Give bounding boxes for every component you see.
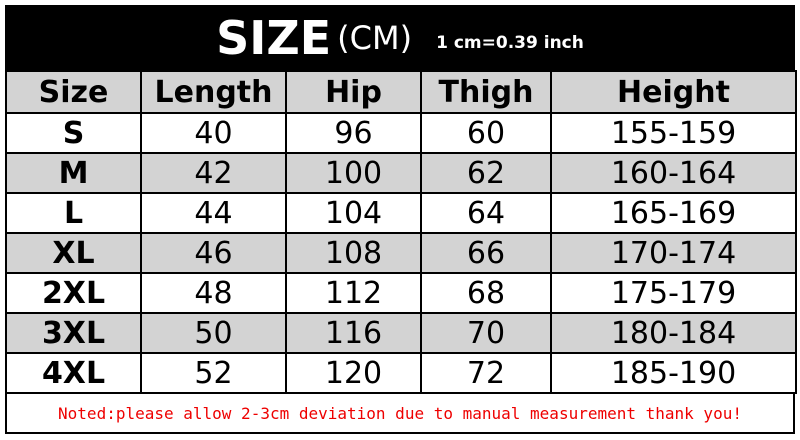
value-cell: 50 bbox=[140, 312, 287, 354]
size-cell: M bbox=[5, 152, 142, 194]
table-body: S 40 96 60 155-159 M 42 100 62 160-164 L 44 104 64 165… bbox=[5, 112, 797, 394]
table-row: XL 46 108 66 170-174 bbox=[5, 232, 797, 274]
header-cell: Length bbox=[140, 70, 287, 114]
table-row: 2XL 48 112 68 175-179 bbox=[5, 272, 797, 314]
value-cell: 64 bbox=[420, 192, 552, 234]
value-cell: 46 bbox=[140, 232, 287, 274]
size-chart: SIZE (CM) 1 cm=0.39 inch Size Length Hip Th… bbox=[5, 5, 797, 434]
value-cell: 185-190 bbox=[550, 352, 797, 394]
size-cell: 2XL bbox=[5, 272, 142, 314]
value-cell: 116 bbox=[285, 312, 422, 354]
value-cell: 100 bbox=[285, 152, 422, 194]
value-cell: 112 bbox=[285, 272, 422, 314]
value-cell: 44 bbox=[140, 192, 287, 234]
value-cell: 52 bbox=[140, 352, 287, 394]
value-cell: 40 bbox=[140, 112, 287, 154]
size-cell: 4XL bbox=[5, 352, 142, 394]
conversion: 1 cm=0.39 inch bbox=[436, 32, 584, 53]
header-cell: Hip bbox=[285, 70, 422, 114]
size-cell: L bbox=[5, 192, 142, 234]
value-cell: 160-164 bbox=[550, 152, 797, 194]
table-row: L 44 104 64 165-169 bbox=[5, 192, 797, 234]
table-row: 3XL 50 116 70 180-184 bbox=[5, 312, 797, 354]
size-table: Size Length Hip Thigh Height S 40 96 60 155-159 M… bbox=[5, 70, 797, 394]
value-cell: 48 bbox=[140, 272, 287, 314]
table-row: M 42 100 62 160-164 bbox=[5, 152, 797, 194]
value-cell: 180-184 bbox=[550, 312, 797, 354]
size-cell: XL bbox=[5, 232, 142, 274]
value-cell: 175-179 bbox=[550, 272, 797, 314]
value-cell: 72 bbox=[420, 352, 552, 394]
value-cell: 108 bbox=[285, 232, 422, 274]
table-row: 4XL 52 120 72 185-190 bbox=[5, 352, 797, 394]
value-cell: 165-169 bbox=[550, 192, 797, 234]
value-cell: 42 bbox=[140, 152, 287, 194]
value-cell: 70 bbox=[420, 312, 552, 354]
title-bar: SIZE (CM) 1 cm=0.39 inch bbox=[5, 5, 795, 70]
title-unit: (CM) bbox=[337, 18, 413, 57]
header-cell: Thigh bbox=[420, 70, 552, 114]
title: SIZE bbox=[216, 10, 332, 65]
value-cell: 66 bbox=[420, 232, 552, 274]
value-cell: 96 bbox=[285, 112, 422, 154]
table-row: S 40 96 60 155-159 bbox=[5, 112, 797, 154]
header-cell: Size bbox=[5, 70, 142, 114]
note: Noted:please allow 2-3cm deviation due t… bbox=[5, 394, 795, 434]
size-cell: 3XL bbox=[5, 312, 142, 354]
header-cell: Height bbox=[550, 70, 797, 114]
value-cell: 68 bbox=[420, 272, 552, 314]
value-cell: 104 bbox=[285, 192, 422, 234]
header-row: Size Length Hip Thigh Height bbox=[5, 70, 797, 114]
value-cell: 62 bbox=[420, 152, 552, 194]
size-cell: S bbox=[5, 112, 142, 154]
value-cell: 170-174 bbox=[550, 232, 797, 274]
value-cell: 60 bbox=[420, 112, 552, 154]
value-cell: 155-159 bbox=[550, 112, 797, 154]
value-cell: 120 bbox=[285, 352, 422, 394]
